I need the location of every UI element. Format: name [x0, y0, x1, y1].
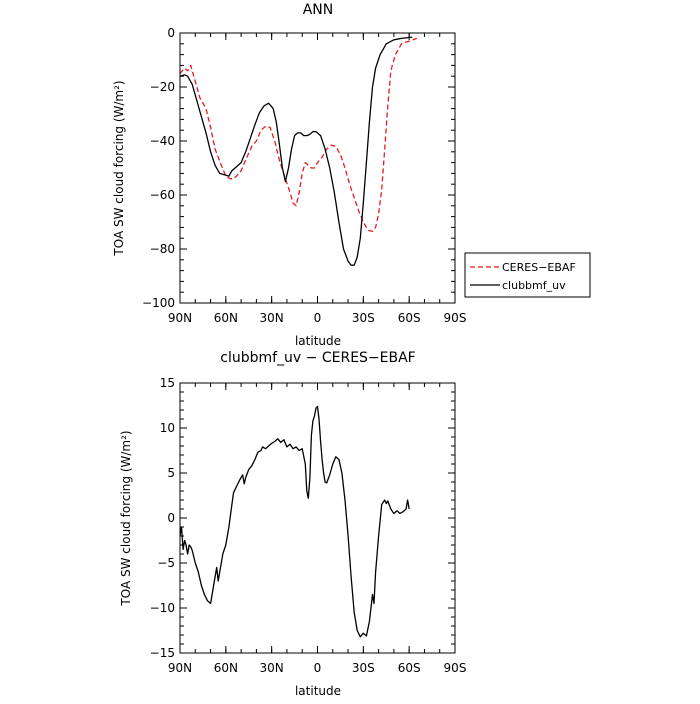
top-panel-xlabel: latitude: [295, 334, 341, 348]
y-tick-label: 15: [160, 376, 175, 390]
y-tick-label: 0: [167, 26, 175, 40]
bottom-panel-xlabel: latitude: [295, 684, 341, 698]
top-panel-frame: [179, 32, 456, 304]
x-tick-label: 0: [314, 311, 322, 325]
x-tick-label: 90S: [444, 661, 467, 675]
bottom-panel-series: [179, 405, 410, 638]
y-tick-label: −100: [142, 296, 175, 310]
x-tick-label: 90S: [444, 311, 467, 325]
x-tick-label: 60N: [214, 661, 238, 675]
legend-box: [464, 252, 591, 298]
legend-label-clubbmf: clubbmf_uv: [502, 279, 566, 292]
y-tick-label: 10: [160, 421, 175, 435]
top-panel-series: [179, 36, 418, 266]
y-tick-label: −40: [150, 134, 175, 148]
x-tick-label: 30S: [352, 661, 375, 675]
y-tick-label: −80: [150, 242, 175, 256]
x-tick-label: 60N: [214, 311, 238, 325]
legend: CERES−EBAF clubbmf_uv: [464, 252, 591, 298]
y-tick-label: −5: [157, 556, 175, 570]
y-tick-label: 5: [167, 466, 175, 480]
x-tick-label: 30N: [260, 311, 284, 325]
y-tick-label: −15: [150, 646, 175, 660]
top-panel-x-tick-labels: 90N 60N 30N 0 30S 60S 90S: [168, 311, 467, 325]
bottom-panel-title: clubbmf_uv − CERES−EBAF: [220, 350, 415, 366]
bottom-panel-frame: [179, 382, 456, 654]
bottom-panel-x-tick-labels: 90N 60N 30N 0 30S 60S 90S: [168, 661, 467, 675]
x-tick-label: 90N: [168, 311, 192, 325]
x-tick-label: 30N: [260, 661, 284, 675]
bottom-panel: clubbmf_uv − CERES−EBAF TOA SW cloud for…: [119, 350, 466, 698]
bottom-panel-ylabel: TOA SW cloud forcing (W/m²): [119, 430, 133, 606]
top-panel-ticks: [179, 32, 456, 304]
y-tick-label: −20: [150, 80, 175, 94]
x-tick-label: 90N: [168, 661, 192, 675]
bottom-panel-y-tick-labels: 15 10 5 0 −5 −10 −15: [150, 376, 175, 660]
x-tick-label: 30S: [352, 311, 375, 325]
legend-label-ceres: CERES−EBAF: [502, 261, 576, 274]
y-tick-label: −60: [150, 188, 175, 202]
top-panel-y-tick-labels: 0 −20 −40 −60 −80 −100: [142, 26, 175, 310]
top-panel-ylabel: TOA SW cloud forcing (W/m²): [112, 80, 126, 256]
bottom-panel-ticks: [179, 382, 456, 654]
x-tick-label: 0: [314, 661, 322, 675]
top-panel: ANN TOA SW cloud forcing (W/m²) latitude…: [112, 2, 591, 348]
x-tick-label: 60S: [398, 311, 421, 325]
series-line-clubbmf-uv: [179, 36, 413, 266]
series-line-ceres-ebaf: [179, 37, 418, 233]
x-tick-label: 60S: [398, 661, 421, 675]
series-line-difference: [179, 405, 410, 638]
y-tick-label: 0: [167, 511, 175, 525]
top-panel-title: ANN: [303, 2, 334, 18]
y-tick-label: −10: [150, 601, 175, 615]
